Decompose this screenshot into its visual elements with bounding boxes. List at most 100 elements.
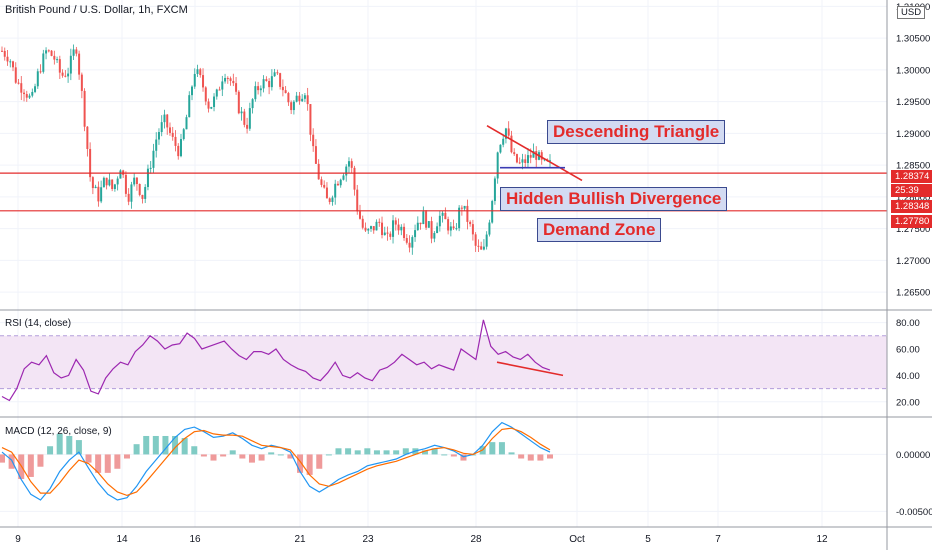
candle-body — [58, 59, 61, 73]
y-tick-label: 0.00000 — [896, 450, 930, 461]
candle-body — [111, 179, 114, 190]
candle-body — [94, 186, 97, 189]
candle-body — [9, 61, 12, 63]
macd-histogram-bar — [450, 454, 457, 457]
candle-body — [20, 83, 23, 93]
macd-histogram-bar — [200, 454, 207, 457]
candle-body — [270, 76, 273, 88]
y-tick-label: 1.29000 — [896, 129, 930, 140]
candle-body — [204, 87, 207, 102]
candle-body — [213, 96, 216, 108]
macd-histogram-bar — [335, 448, 342, 455]
macd-histogram-bar — [152, 435, 159, 455]
candle-body — [243, 111, 246, 125]
candle-body — [449, 226, 452, 231]
candle-body — [135, 177, 138, 184]
candle-body — [97, 186, 100, 202]
candle-body — [160, 122, 163, 133]
currency-badge[interactable]: USD — [897, 6, 926, 19]
macd-histogram-bar — [143, 435, 150, 455]
candle-body — [138, 183, 141, 195]
candle-body — [259, 88, 262, 91]
macd-histogram-bar — [210, 454, 217, 461]
candle-body — [301, 98, 304, 102]
candle-body — [262, 79, 265, 89]
rsi-title: RSI (14, close) — [5, 318, 72, 329]
y-tick-label: 1.28500 — [896, 161, 930, 172]
candle-body — [163, 114, 166, 123]
candle-body — [155, 139, 158, 151]
candle-body — [276, 72, 279, 74]
candle-body — [61, 72, 64, 76]
candle-body — [218, 89, 221, 91]
macd-histogram-bar — [547, 454, 553, 459]
candle-body — [224, 77, 227, 82]
candle-body — [389, 233, 392, 237]
candle-body — [347, 161, 350, 167]
price-candles — [1, 44, 551, 255]
candle-body — [17, 82, 20, 84]
candle-body — [416, 222, 419, 231]
candle-body — [309, 104, 312, 135]
candle-body — [394, 220, 397, 225]
candle-body — [408, 242, 411, 248]
candle-body — [323, 184, 326, 188]
candle-body — [480, 246, 483, 250]
candle-body — [306, 95, 309, 105]
rsi-band — [0, 335, 887, 390]
candle-body — [202, 75, 205, 88]
macd-histogram-bar — [47, 446, 54, 455]
candle-body — [226, 77, 229, 79]
candle-body — [336, 183, 339, 186]
candle-body — [56, 59, 59, 61]
candle-body — [290, 102, 293, 111]
candle-body — [72, 49, 75, 56]
rsi-line — [1, 319, 551, 402]
macd-histogram-bar — [441, 454, 448, 456]
candle-body — [356, 189, 359, 212]
macd-histogram-bar — [37, 454, 44, 467]
candle-body — [42, 53, 45, 72]
candle-body — [196, 69, 199, 74]
macd-histogram-bar — [325, 454, 332, 456]
x-tick-label: 21 — [294, 534, 306, 545]
candle-body — [367, 228, 370, 231]
symbol-title: British Pound / U.S. Dollar, 1h, FXCM — [5, 4, 188, 16]
candle-body — [364, 227, 367, 231]
candle-body — [403, 226, 406, 239]
candle-body — [116, 178, 119, 185]
last-price-tag: 1.28374 — [891, 170, 932, 183]
candle-body — [207, 101, 210, 109]
candle-body — [543, 159, 546, 161]
candle-body — [284, 90, 287, 94]
candle-body — [535, 151, 538, 160]
macd-histogram-bar — [306, 454, 313, 475]
candle-body — [179, 139, 182, 157]
macd-histogram-bar — [162, 435, 169, 455]
candle-body — [232, 80, 235, 84]
candle-body — [499, 144, 502, 153]
candle-body — [438, 215, 441, 227]
indicator-lines — [1, 319, 551, 501]
candle-body — [350, 161, 353, 168]
candle-body — [430, 221, 433, 239]
candle-body — [383, 232, 386, 236]
candle-body — [370, 226, 373, 229]
macd-histogram-bar — [364, 448, 371, 455]
candle-body — [317, 163, 320, 180]
macd-histogram-bar — [229, 450, 236, 455]
macd-histogram-bar — [518, 454, 525, 459]
candle-body — [83, 90, 86, 127]
candle-body — [526, 155, 529, 163]
candle-body — [425, 211, 428, 228]
candle-body — [496, 152, 499, 179]
macd-histogram-bar — [75, 440, 82, 455]
candle-body — [419, 222, 422, 225]
candle-body — [141, 194, 144, 199]
candle-body — [14, 67, 17, 83]
x-tick-label: 28 — [470, 534, 482, 545]
candle-body — [334, 183, 337, 198]
candle-body — [392, 220, 395, 237]
